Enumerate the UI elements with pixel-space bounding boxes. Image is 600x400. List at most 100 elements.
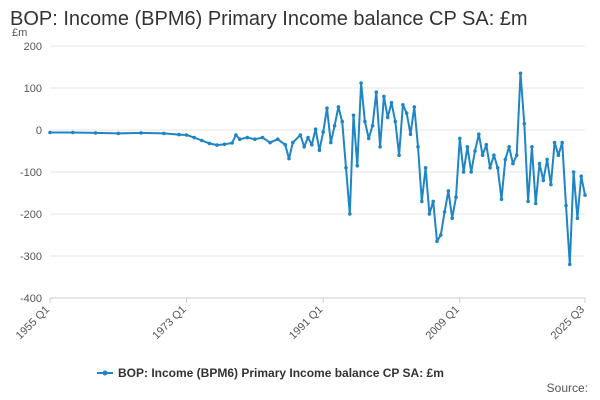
- data-point: [431, 199, 436, 204]
- x-tick-label: 1991 Q1: [287, 304, 325, 342]
- series-group: [48, 71, 587, 267]
- data-point: [511, 161, 515, 166]
- data-point: [412, 105, 417, 109]
- data-point: [234, 133, 238, 137]
- data-point: [560, 140, 564, 145]
- y-tick-label: 200: [24, 41, 42, 53]
- data-point: [518, 71, 523, 76]
- data-point: [556, 153, 561, 157]
- data-point: [427, 212, 432, 216]
- data-point: [404, 111, 409, 115]
- data-point: [93, 131, 98, 135]
- data-point: [374, 90, 379, 94]
- data-point: [484, 142, 489, 147]
- data-point: [454, 195, 458, 199]
- data-point: [480, 153, 485, 157]
- y-tick-label: -100: [20, 167, 42, 179]
- data-point: [575, 216, 580, 220]
- data-point: [465, 145, 470, 149]
- data-point: [230, 141, 234, 145]
- data-point: [329, 140, 333, 145]
- data-point: [488, 166, 492, 170]
- data-point: [310, 142, 314, 147]
- data-point: [237, 137, 242, 141]
- data-point: [385, 115, 390, 120]
- y-axis-unit-label: £m: [12, 27, 27, 39]
- data-point: [439, 233, 443, 237]
- data-point: [348, 212, 352, 216]
- data-point: [344, 166, 348, 170]
- data-point: [302, 145, 307, 149]
- data-point: [283, 142, 288, 147]
- data-point: [192, 135, 196, 140]
- y-tick-label: -400: [20, 293, 42, 305]
- data-point: [514, 153, 519, 157]
- data-point: [435, 239, 439, 244]
- data-point: [71, 130, 75, 135]
- data-point: [313, 127, 318, 131]
- y-tick-label: -300: [20, 251, 42, 263]
- data-point: [526, 199, 530, 204]
- data-point: [363, 119, 367, 124]
- data-point: [340, 119, 345, 124]
- x-axis: 1955 Q1 1973 Q1 1991 Q1 2009 Q1 2025 Q3: [14, 297, 587, 342]
- data-point: [503, 157, 508, 162]
- data-point: [200, 138, 204, 143]
- y-axis-ticks: 200 100 0 -100 -200 -300 -400: [20, 41, 42, 305]
- data-point: [260, 135, 265, 140]
- data-point: [545, 157, 549, 162]
- x-tick-label: 2025 Q3: [549, 304, 587, 342]
- y-tick-label: -200: [20, 209, 42, 221]
- data-point: [442, 210, 447, 214]
- data-point: [446, 189, 451, 193]
- legend-marker: [102, 370, 108, 376]
- data-point: [355, 163, 360, 168]
- chart-title: BOP: Income (BPM6) Primary Income balanc…: [10, 8, 528, 30]
- legend: BOP: Income (BPM6) Primary Income balanc…: [97, 366, 444, 380]
- data-point: [184, 133, 189, 137]
- data-point: [492, 153, 496, 157]
- data-point: [359, 81, 363, 85]
- data-point: [245, 135, 250, 140]
- data-point: [461, 170, 466, 174]
- data-point: [351, 113, 356, 118]
- data-point: [253, 137, 257, 141]
- source-label: Source:: [546, 381, 588, 395]
- y-tick-label: 100: [24, 83, 42, 95]
- data-point: [116, 131, 121, 136]
- data-point: [162, 131, 166, 136]
- data-point: [537, 161, 542, 166]
- series-line: [50, 72, 586, 266]
- data-point: [48, 130, 52, 135]
- data-point: [458, 136, 462, 141]
- data-point: [583, 193, 587, 197]
- data-point: [579, 174, 583, 178]
- data-point: [495, 166, 500, 170]
- data-point: [317, 148, 322, 152]
- data-point: [366, 136, 371, 141]
- data-point: [477, 132, 481, 136]
- x-tick-label: 1955 Q1: [14, 304, 52, 342]
- data-point: [139, 131, 143, 135]
- data-point: [571, 170, 576, 174]
- data-point: [291, 140, 295, 145]
- data-point: [401, 103, 405, 107]
- data-point: [564, 203, 568, 208]
- x-tick-label: 2009 Q1: [424, 304, 462, 342]
- data-point: [423, 166, 428, 170]
- data-point: [298, 133, 303, 137]
- data-point: [268, 140, 272, 145]
- data-point: [215, 143, 219, 147]
- data-point: [499, 197, 504, 202]
- data-point: [382, 94, 386, 99]
- data-point: [370, 124, 375, 128]
- legend-entry: BOP: Income (BPM6) Primary Income balanc…: [118, 366, 444, 380]
- x-tick-label: 1973 Q1: [150, 304, 188, 342]
- data-point: [306, 135, 310, 140]
- data-point: [275, 137, 280, 141]
- data-point: [533, 201, 538, 206]
- data-point: [420, 199, 424, 204]
- data-point: [325, 106, 329, 110]
- data-point: [408, 132, 413, 136]
